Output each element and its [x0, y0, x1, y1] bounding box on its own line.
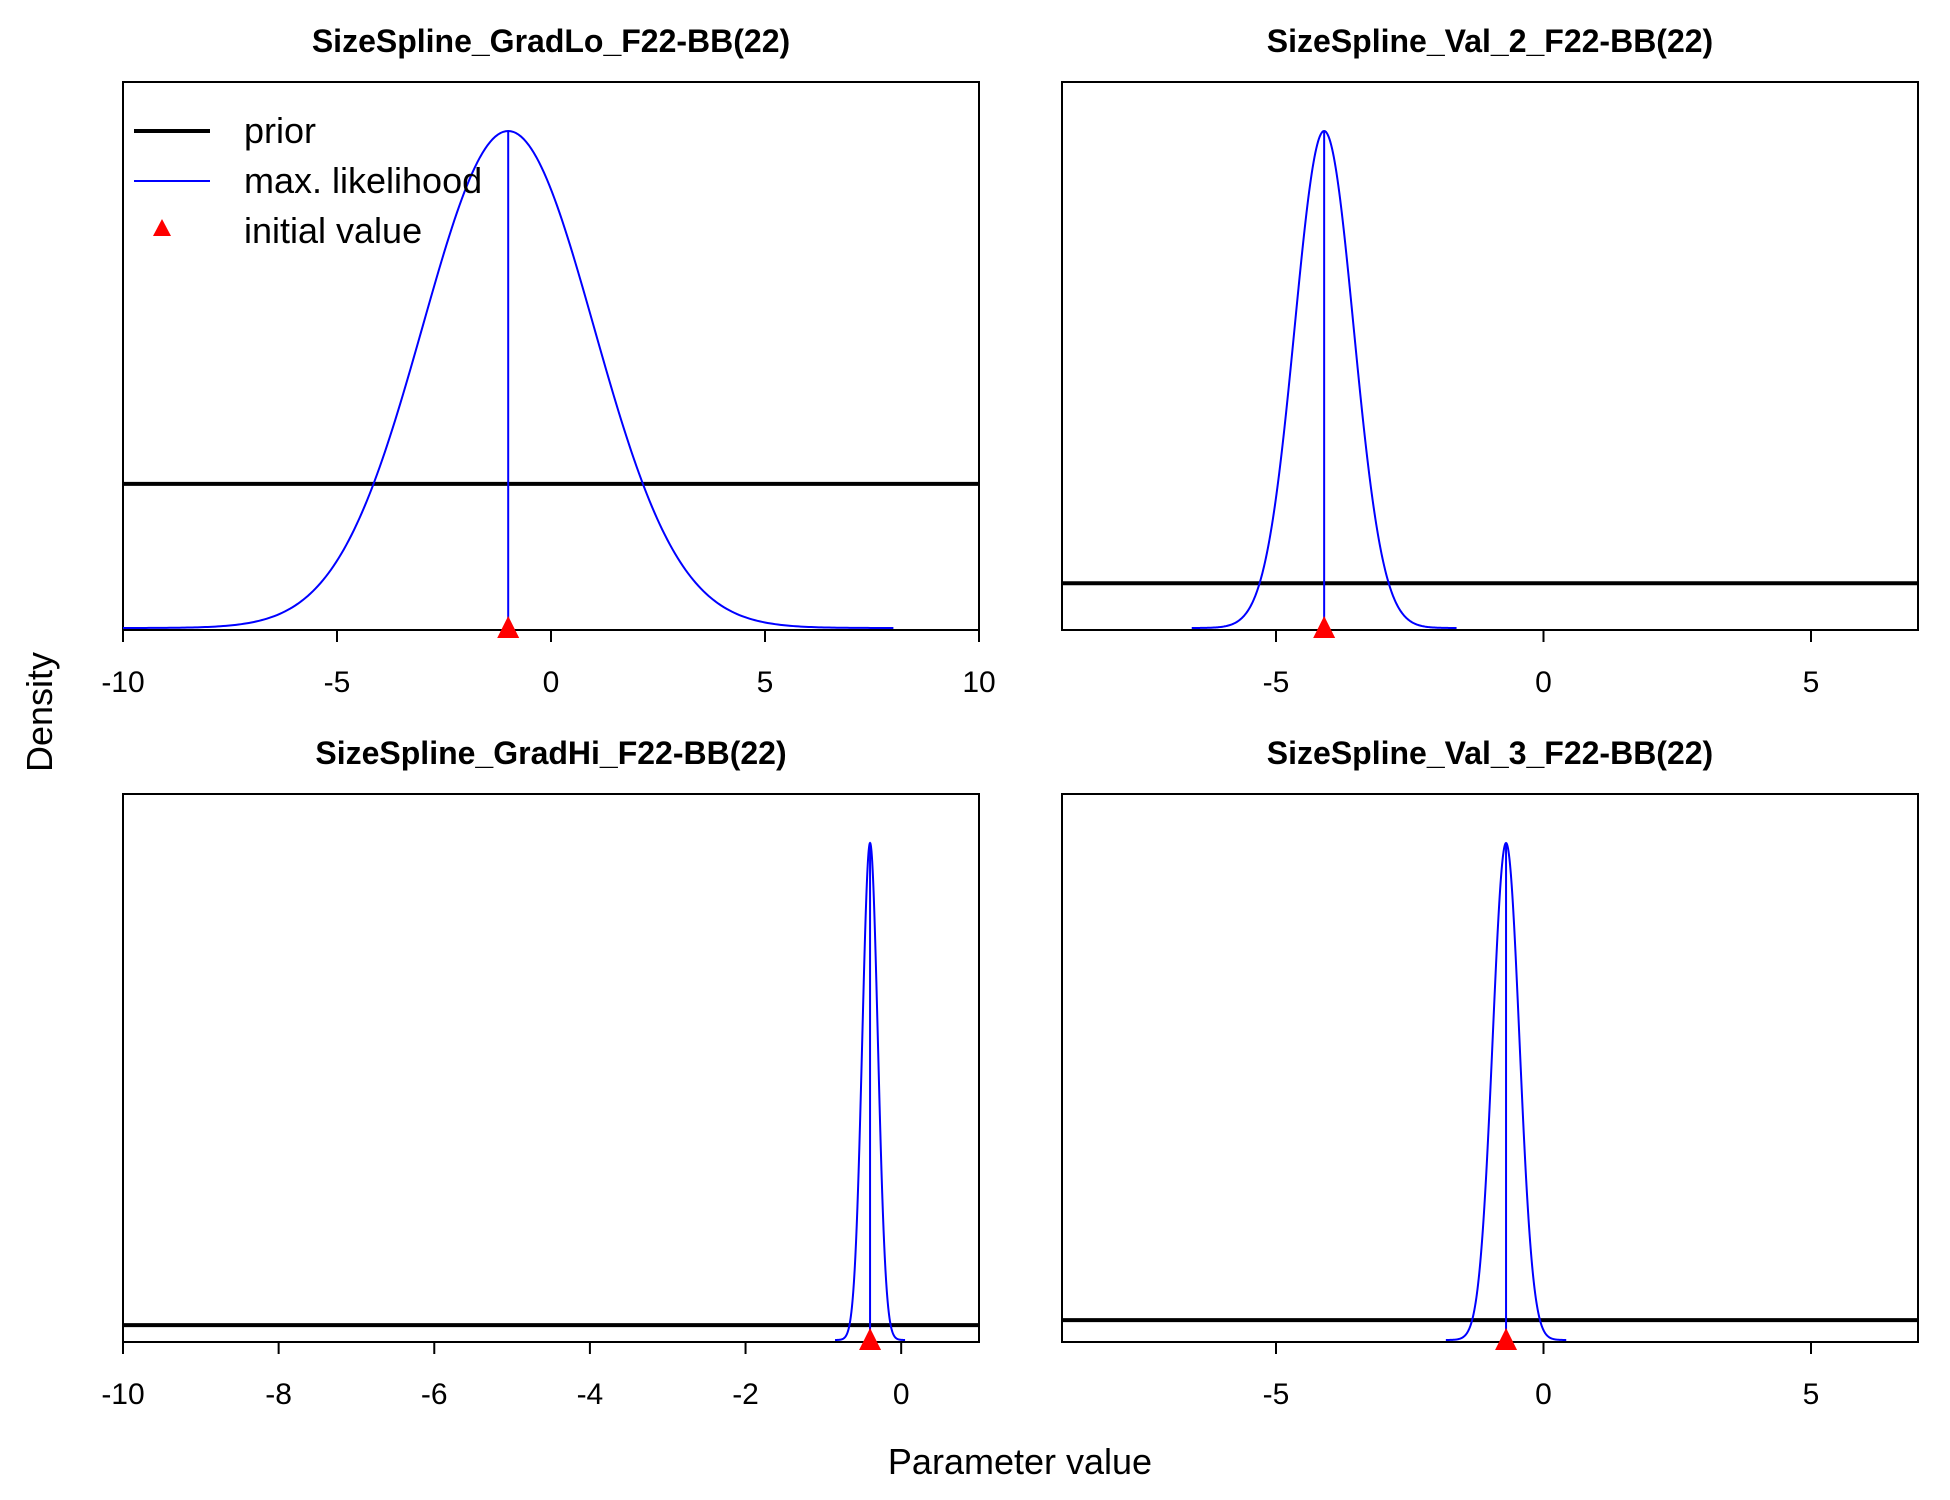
- x-axis-title: Parameter value: [888, 1441, 1152, 1482]
- legend-likelihood-label: max. likelihood: [244, 160, 482, 201]
- panel-title: SizeSpline_Val_3_F22-BB(22): [1267, 735, 1713, 771]
- x-tick-label: 0: [893, 1378, 910, 1411]
- x-tick-label: 5: [757, 666, 774, 699]
- panel-title: SizeSpline_Val_2_F22-BB(22): [1267, 23, 1713, 59]
- panel-1: SizeSpline_GradLo_F22-BB(22) -10 -5 0 5 10: [101, 23, 995, 699]
- x-tick-label: -10: [101, 1378, 144, 1411]
- x-tick-label: 0: [1535, 1378, 1552, 1411]
- x-tick-label: -10: [101, 666, 144, 699]
- panel-2: SizeSpline_Val_2_F22-BB(22) -5 0 5: [1061, 23, 1919, 699]
- legend-initial-triangle-icon: [153, 219, 171, 236]
- initial-value-marker: [497, 616, 520, 638]
- legend: prior max. likelihood initial value: [134, 110, 482, 251]
- x-tick-label: -5: [1263, 666, 1290, 699]
- initial-value-marker: [859, 1328, 882, 1350]
- x-tick-label: -6: [421, 1378, 448, 1411]
- panel-title: SizeSpline_GradHi_F22-BB(22): [315, 735, 786, 771]
- plot-frame: [1061, 793, 1919, 1343]
- x-tick-label: 0: [1535, 666, 1552, 699]
- x-tick-label: -2: [732, 1378, 759, 1411]
- x-tick-label: 5: [1803, 666, 1820, 699]
- x-tick-label: 0: [543, 666, 560, 699]
- x-tick-label: -5: [324, 666, 351, 699]
- x-tick-label: 10: [962, 666, 995, 699]
- legend-initial-label: initial value: [244, 210, 422, 251]
- initial-value-marker: [1313, 616, 1336, 638]
- x-tick-label: 5: [1803, 1378, 1820, 1411]
- initial-value-marker: [1495, 1328, 1518, 1350]
- y-axis-title: Density: [19, 652, 60, 772]
- x-tick-label: -5: [1263, 1378, 1290, 1411]
- panel-title: SizeSpline_GradLo_F22-BB(22): [312, 23, 790, 59]
- x-tick-label: -4: [577, 1378, 604, 1411]
- panel-3: SizeSpline_GradHi_F22-BB(22) -10 -8 -6 -4 -2 0: [101, 735, 980, 1411]
- x-tick-label: -8: [265, 1378, 292, 1411]
- panels: SizeSpline_GradLo_F22-BB(22)-10 -5 0 5 10Siz…: [101, 23, 1919, 1411]
- plot-frame: [1061, 81, 1919, 631]
- legend-prior-label: prior: [244, 110, 316, 151]
- panel-4: SizeSpline_Val_3_F22-BB(22) -5 0 5: [1061, 735, 1919, 1411]
- plot-frame: [122, 793, 980, 1343]
